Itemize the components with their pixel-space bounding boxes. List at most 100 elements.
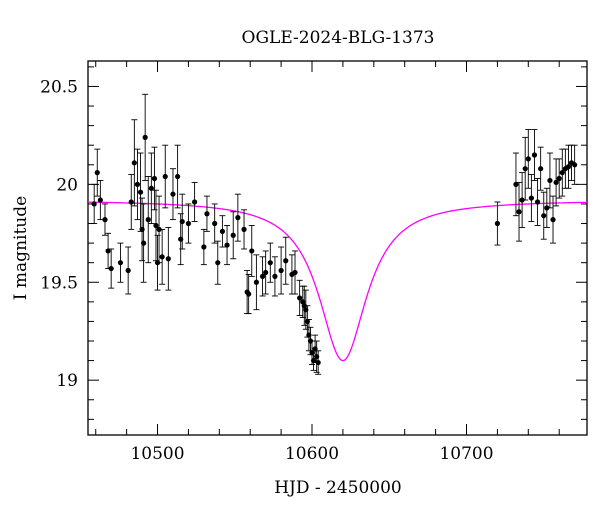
data-point: [145, 217, 151, 223]
data-point-group: [151, 146, 158, 211]
y-tick-label: 19: [56, 371, 78, 391]
x-tick-label: 10700: [439, 444, 493, 464]
data-point: [215, 260, 221, 266]
y-axis-label: I magnitude: [11, 196, 31, 300]
data-point-group: [299, 285, 306, 318]
data-point-group: [105, 232, 112, 270]
data-point: [253, 279, 259, 285]
y-tick-label: 19.5: [40, 273, 78, 293]
data-point: [246, 291, 252, 297]
data-point-group: [131, 119, 138, 207]
data-point: [547, 177, 553, 184]
data-point: [137, 189, 144, 195]
data-point-group: [245, 273, 252, 315]
data-point-group: [211, 203, 218, 244]
data-point: [141, 240, 147, 246]
data-point: [170, 191, 176, 197]
data-point: [528, 195, 534, 201]
data-point-group: [313, 340, 320, 373]
data-point: [556, 175, 562, 182]
data-point: [131, 160, 137, 166]
data-point-group: [230, 211, 237, 260]
data-point: [153, 222, 159, 229]
data-point: [219, 228, 226, 234]
data-point: [108, 265, 114, 272]
data-point-group: [200, 228, 207, 266]
data-point-group: [519, 172, 526, 228]
model-curve: [87, 201, 588, 362]
data-point-group: [528, 174, 535, 223]
data-point-group: [91, 183, 98, 224]
x-axis-label: HJD - 2450000: [274, 478, 402, 498]
data-point: [272, 273, 278, 279]
model-curve-group: [87, 201, 588, 362]
data-point: [519, 197, 525, 203]
data-point: [259, 273, 266, 279]
data-point: [117, 260, 124, 266]
data-point-group: [234, 193, 241, 242]
data-point-group: [565, 144, 572, 189]
data-point-group: [219, 215, 226, 248]
data-point-group: [224, 225, 231, 266]
data-point: [159, 254, 165, 260]
axis-ticks: [88, 61, 587, 435]
data-point-group: [556, 158, 563, 199]
data-point: [538, 166, 544, 172]
data-point-group: [253, 254, 260, 311]
data-point-group: [315, 350, 322, 375]
data-point: [267, 260, 273, 266]
data-point-group: [101, 203, 108, 236]
data-point: [292, 269, 298, 276]
data-point-group: [546, 152, 553, 209]
chart-title: OGLE-2024-BLG-1373: [242, 28, 435, 48]
data-point-group: [97, 179, 104, 221]
data-point: [204, 211, 210, 217]
data-point: [148, 185, 154, 191]
data-point: [97, 197, 103, 203]
data-point-group: [241, 209, 248, 250]
data-point-group: [139, 197, 146, 262]
data-point: [531, 152, 538, 158]
data-point-group: [296, 279, 303, 317]
data-point: [185, 220, 192, 227]
data-point-group: [267, 242, 274, 283]
data-point: [162, 173, 168, 180]
data-point-group: [537, 146, 544, 191]
data-point-group: [152, 189, 159, 262]
data-point-group: [145, 176, 152, 264]
data-point: [553, 179, 559, 186]
data-point: [241, 226, 247, 232]
data-point-group: [174, 144, 181, 209]
data-point: [201, 244, 207, 250]
data-point-group: [142, 93, 149, 181]
data-point: [559, 170, 565, 176]
data-point-group: [516, 181, 523, 242]
data-point: [544, 205, 550, 211]
data-point: [134, 181, 141, 187]
data-point-group: [203, 195, 210, 232]
data-point-group: [128, 174, 135, 230]
data-point-group: [278, 246, 285, 295]
data-point-group: [553, 158, 560, 207]
data-point: [105, 248, 111, 254]
data-point: [94, 170, 100, 176]
data-point: [572, 162, 578, 168]
data-point-group: [169, 168, 176, 221]
data-point-group: [108, 248, 115, 289]
data-point-group: [522, 136, 529, 201]
data-point: [513, 181, 519, 187]
data-point: [550, 217, 556, 223]
data-point-group: [214, 240, 221, 285]
data-point-group: [140, 203, 147, 283]
data-point-group: [165, 226, 172, 291]
data-point-group: [531, 129, 538, 181]
data-point-group: [259, 256, 266, 297]
data-point-group: [543, 187, 550, 228]
data-point: [102, 217, 108, 223]
axis-tick-labels: 10500 10600 10700 19 19.5 20 20.5: [40, 77, 493, 464]
data-point: [522, 166, 528, 172]
data-point: [315, 359, 321, 366]
x-tick-label: 10600: [285, 444, 339, 464]
